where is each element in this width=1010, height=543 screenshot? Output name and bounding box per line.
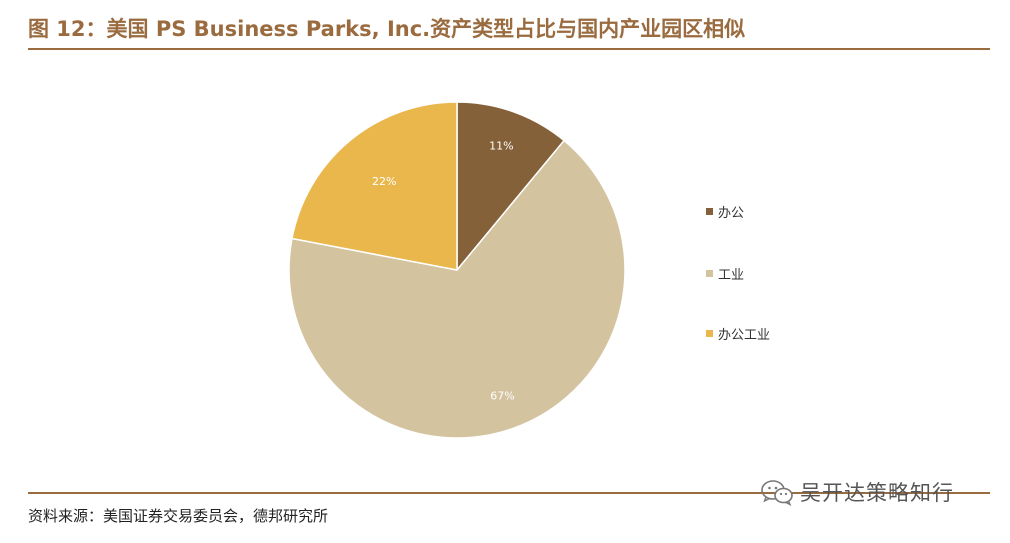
legend-item-office-industrial: 办公工业 bbox=[706, 322, 770, 344]
legend-label-industrial: 工业 bbox=[718, 267, 745, 283]
legend-swatch-office bbox=[706, 207, 713, 215]
watermark-text: 吴开达策略知行 bbox=[800, 481, 954, 505]
title-divider bbox=[28, 48, 990, 50]
data-label-office-industrial: 22% bbox=[372, 175, 396, 188]
data-label-industrial: 67% bbox=[490, 390, 514, 403]
chart-legend: 办公 工业 办公工业 bbox=[706, 200, 886, 350]
pie-slice-office-industrial bbox=[291, 101, 458, 271]
source-divider bbox=[28, 492, 990, 494]
legend-item-industrial: 工业 bbox=[706, 262, 744, 284]
data-label-office: 11% bbox=[489, 140, 513, 153]
legend-swatch-office-industrial bbox=[706, 329, 713, 337]
legend-label-office: 办公 bbox=[718, 205, 745, 221]
source-note: 资料来源：美国证券交易委员会，德邦研究所 bbox=[28, 507, 329, 525]
watermark: 吴开达策略知行 bbox=[760, 474, 1000, 510]
pie-slice-industrial bbox=[288, 139, 626, 439]
wechat-icon bbox=[761, 480, 793, 506]
legend-item-office: 办公 bbox=[706, 200, 744, 222]
pie-slices bbox=[288, 101, 626, 439]
legend-swatch-industrial bbox=[706, 269, 713, 277]
pie-slice-office bbox=[456, 101, 566, 273]
legend-label-office-industrial: 办公工业 bbox=[718, 327, 771, 343]
pie-data-labels: 11% 67% 22% bbox=[372, 140, 515, 403]
figure-title: 图 12：美国 PS Business Parks, Inc.资产类型占比与国内… bbox=[28, 17, 746, 41]
